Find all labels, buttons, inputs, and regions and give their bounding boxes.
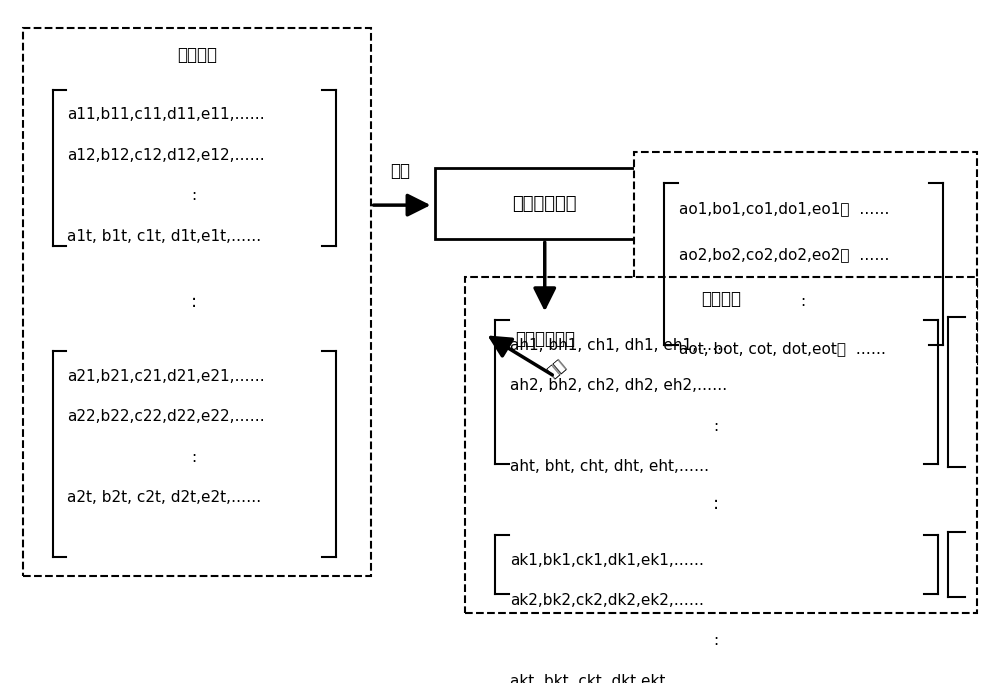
Text: aht, bht, cht, dht, eht,……: aht, bht, cht, dht, eht,…… — [510, 459, 709, 474]
Bar — [435, 168, 654, 239]
Text: a2t, b2t, c2t, d2t,e2t,……: a2t, b2t, c2t, d2t,e2t,…… — [67, 490, 262, 505]
Text: ah1, bh1, ch1, dh1, eh1,……: ah1, bh1, ch1, dh1, eh1,…… — [510, 337, 727, 352]
Text: ao1,bo1,co1,do1,eo1，  ……: ao1,bo1,co1,do1,eo1， …… — [679, 201, 890, 216]
Text: :: : — [191, 292, 197, 311]
Bar — [465, 277, 977, 613]
Text: a21,b21,c21,d21,e21,……: a21,b21,c21,d21,e21,…… — [67, 369, 265, 384]
Text: :: : — [714, 633, 719, 648]
Text: aot, bot, cot, dot,eot，  ……: aot, bot, cot, dot,eot， …… — [679, 341, 886, 356]
Text: a22,b22,c22,d22,e22,……: a22,b22,c22,d22,e22,…… — [67, 409, 265, 424]
Text: :: : — [192, 450, 197, 465]
Text: 训练数据: 训练数据 — [177, 46, 217, 64]
Text: :: : — [714, 419, 719, 434]
Text: :: : — [801, 294, 806, 309]
Text: ao2,bo2,co2,do2,eo2，  ……: ao2,bo2,co2,do2,eo2， …… — [679, 247, 890, 262]
Bar — [23, 28, 371, 576]
Text: 验证: 验证 — [545, 357, 568, 380]
Text: a11,b11,c11,d11,e11,……: a11,b11,c11,d11,e11,…… — [67, 107, 265, 122]
Text: ak1,bk1,ck1,dk1,ek1,……: ak1,bk1,ck1,dk1,ek1,…… — [510, 553, 704, 568]
Text: 测试数据: 测试数据 — [701, 290, 741, 309]
Text: :: : — [192, 189, 197, 204]
Text: ah2, bh2, ch2, dh2, eh2,……: ah2, bh2, ch2, dh2, eh2,…… — [510, 378, 727, 393]
Text: :: : — [713, 495, 719, 513]
Bar — [634, 152, 977, 364]
Text: ak2,bk2,ck2,dk2,ek2,……: ak2,bk2,ck2,dk2,ek2,…… — [510, 593, 704, 608]
Text: 第一预测模型: 第一预测模型 — [515, 330, 575, 348]
Text: akt, bkt, ckt, dkt,ekt,……: akt, bkt, ckt, dkt,ekt,…… — [510, 674, 700, 683]
Text: a1t, b1t, c1t, d1t,e1t,……: a1t, b1t, c1t, d1t,e1t,…… — [67, 229, 262, 244]
Text: a12,b12,c12,d12,e12,……: a12,b12,c12,d12,e12,…… — [67, 148, 265, 163]
Text: 训练: 训练 — [391, 163, 411, 180]
Text: 循环神经网箼: 循环神经网箼 — [513, 195, 577, 212]
